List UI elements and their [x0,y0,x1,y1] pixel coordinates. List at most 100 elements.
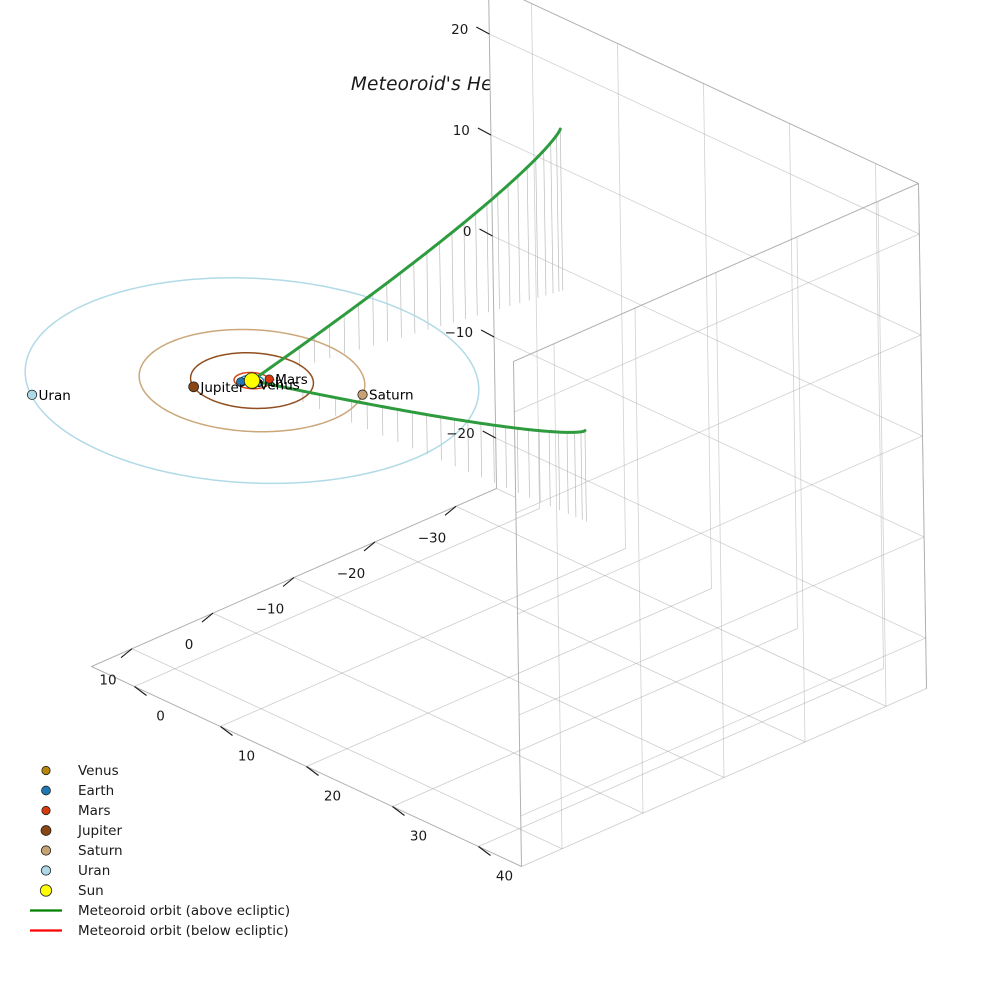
trajectory-dropline [467,421,470,472]
legend-marker-jupiter [40,825,52,836]
trajectory-dropline [543,150,547,296]
trajectory-dropline [528,429,530,498]
z-tick-label: −10 [445,325,474,341]
trajectory-dropline [397,409,399,443]
trajectory-dropline [497,194,500,310]
trajectory-dropline [550,142,554,294]
gridline-backwall-x [715,272,725,778]
x-tick-label: −30 [418,530,447,546]
trajectory-dropline [538,430,541,503]
box-edge [513,183,919,362]
gridline-leftwall-y [703,83,712,589]
trajectory-dropline [559,129,564,291]
gridline-floor-y [392,628,798,807]
trajectory-dropline [584,430,587,522]
gridline-floor-y [220,548,626,727]
legend-marker-mars [41,805,51,816]
legend-marker-sun [39,884,53,897]
trajectory-dropline [580,431,583,520]
legend-marker-uran [40,865,52,876]
trajectory-dropline [526,167,530,301]
axes-gridlines [91,0,927,867]
legend-marker-earth [41,785,51,796]
orbit-droplines [298,129,587,522]
gridline-leftwall-y [789,123,798,629]
y-tick-label-mark [134,686,147,696]
body-label-saturn: Saturn [369,388,414,404]
trajectory-dropline [413,262,416,334]
orbit-path-uran [24,277,480,485]
gridline-floor-y [478,668,884,847]
z-tick-label: 0 [463,224,472,240]
gridline-backwall-z [520,637,926,817]
y-tick-label: 30 [410,829,427,845]
trajectory-dropline [493,425,495,483]
gridline-floor-y [134,508,540,687]
legend-label: Uran [78,863,110,879]
y-tick-label: 40 [496,869,513,885]
legend-label: Saturn [78,843,123,859]
gridline-backwall-x [634,308,644,814]
trajectory-dropline [372,293,374,346]
body-marker-mars[interactable] [264,374,274,384]
trajectory-dropline [517,176,521,304]
y-tick-label-mark [478,846,491,856]
trajectory-dropline [548,431,551,507]
trajectory-dropline [516,428,519,493]
legend-label: Venus [78,763,119,779]
z-tick-label-mark [477,127,492,136]
trajectory-dropline [507,185,511,306]
trajectory-dropline [566,432,569,514]
trajectory-dropline [556,135,560,292]
trajectory-dropline [454,419,456,467]
y-tick-label-mark [220,726,233,736]
trajectory-dropline [480,423,483,478]
gridline-backwall-z [518,536,925,716]
orbit-path-saturn [138,328,366,433]
gridline-leftwall-y [875,163,884,669]
x-tick-label-mark [201,612,214,623]
axes-panes [90,0,928,868]
x-tick-label: 0 [185,637,194,653]
z-tick-label: 20 [451,22,468,38]
gridline-backwall-x [553,343,563,849]
gridline-leftwall-z [490,134,922,336]
box-edge [513,361,522,867]
y-tick-label: 20 [324,789,341,805]
body-marker-sun[interactable] [243,372,261,389]
body-marker-jupiter[interactable] [188,381,199,393]
legend-label: Earth [78,783,114,799]
trajectory-dropline [343,314,346,354]
x-tick-label-mark [282,577,295,587]
x-tick-label-mark [444,505,457,516]
trajectory-dropline [439,242,442,326]
trajectory-dropline [411,412,414,449]
trajectory-dropline [535,158,539,298]
body-marker-saturn[interactable] [357,389,368,400]
legend-label: Jupiter [77,823,122,839]
trajectory-dropline [440,416,442,461]
trajectory-dropline [486,203,489,313]
gridline-backwall-x [796,236,806,742]
trajectory-dropline [505,426,507,488]
trajectory-dropline [475,213,478,316]
orbit-path-jupiter [189,352,315,410]
trajectory-dropline [358,304,360,350]
legend-marker-saturn [40,845,52,856]
box-edge [522,0,919,184]
x-tick-label: 10 [99,673,116,689]
z-tick-label-mark [479,228,493,237]
box-edge [918,183,927,689]
body-marker-uran[interactable] [26,389,38,400]
trajectory-dropline [426,414,428,455]
trajectory-dropline [400,272,402,338]
gridline-backwall-x [877,201,887,707]
x-tick-label: −20 [337,566,366,582]
body-label-uran: Uran [39,388,71,404]
meteoroid-orbit-above-ecliptic-inbound [250,127,562,383]
x-tick-label-mark [120,648,133,659]
y-tick-label-mark [392,806,405,816]
z-tick-label-mark [480,329,495,338]
